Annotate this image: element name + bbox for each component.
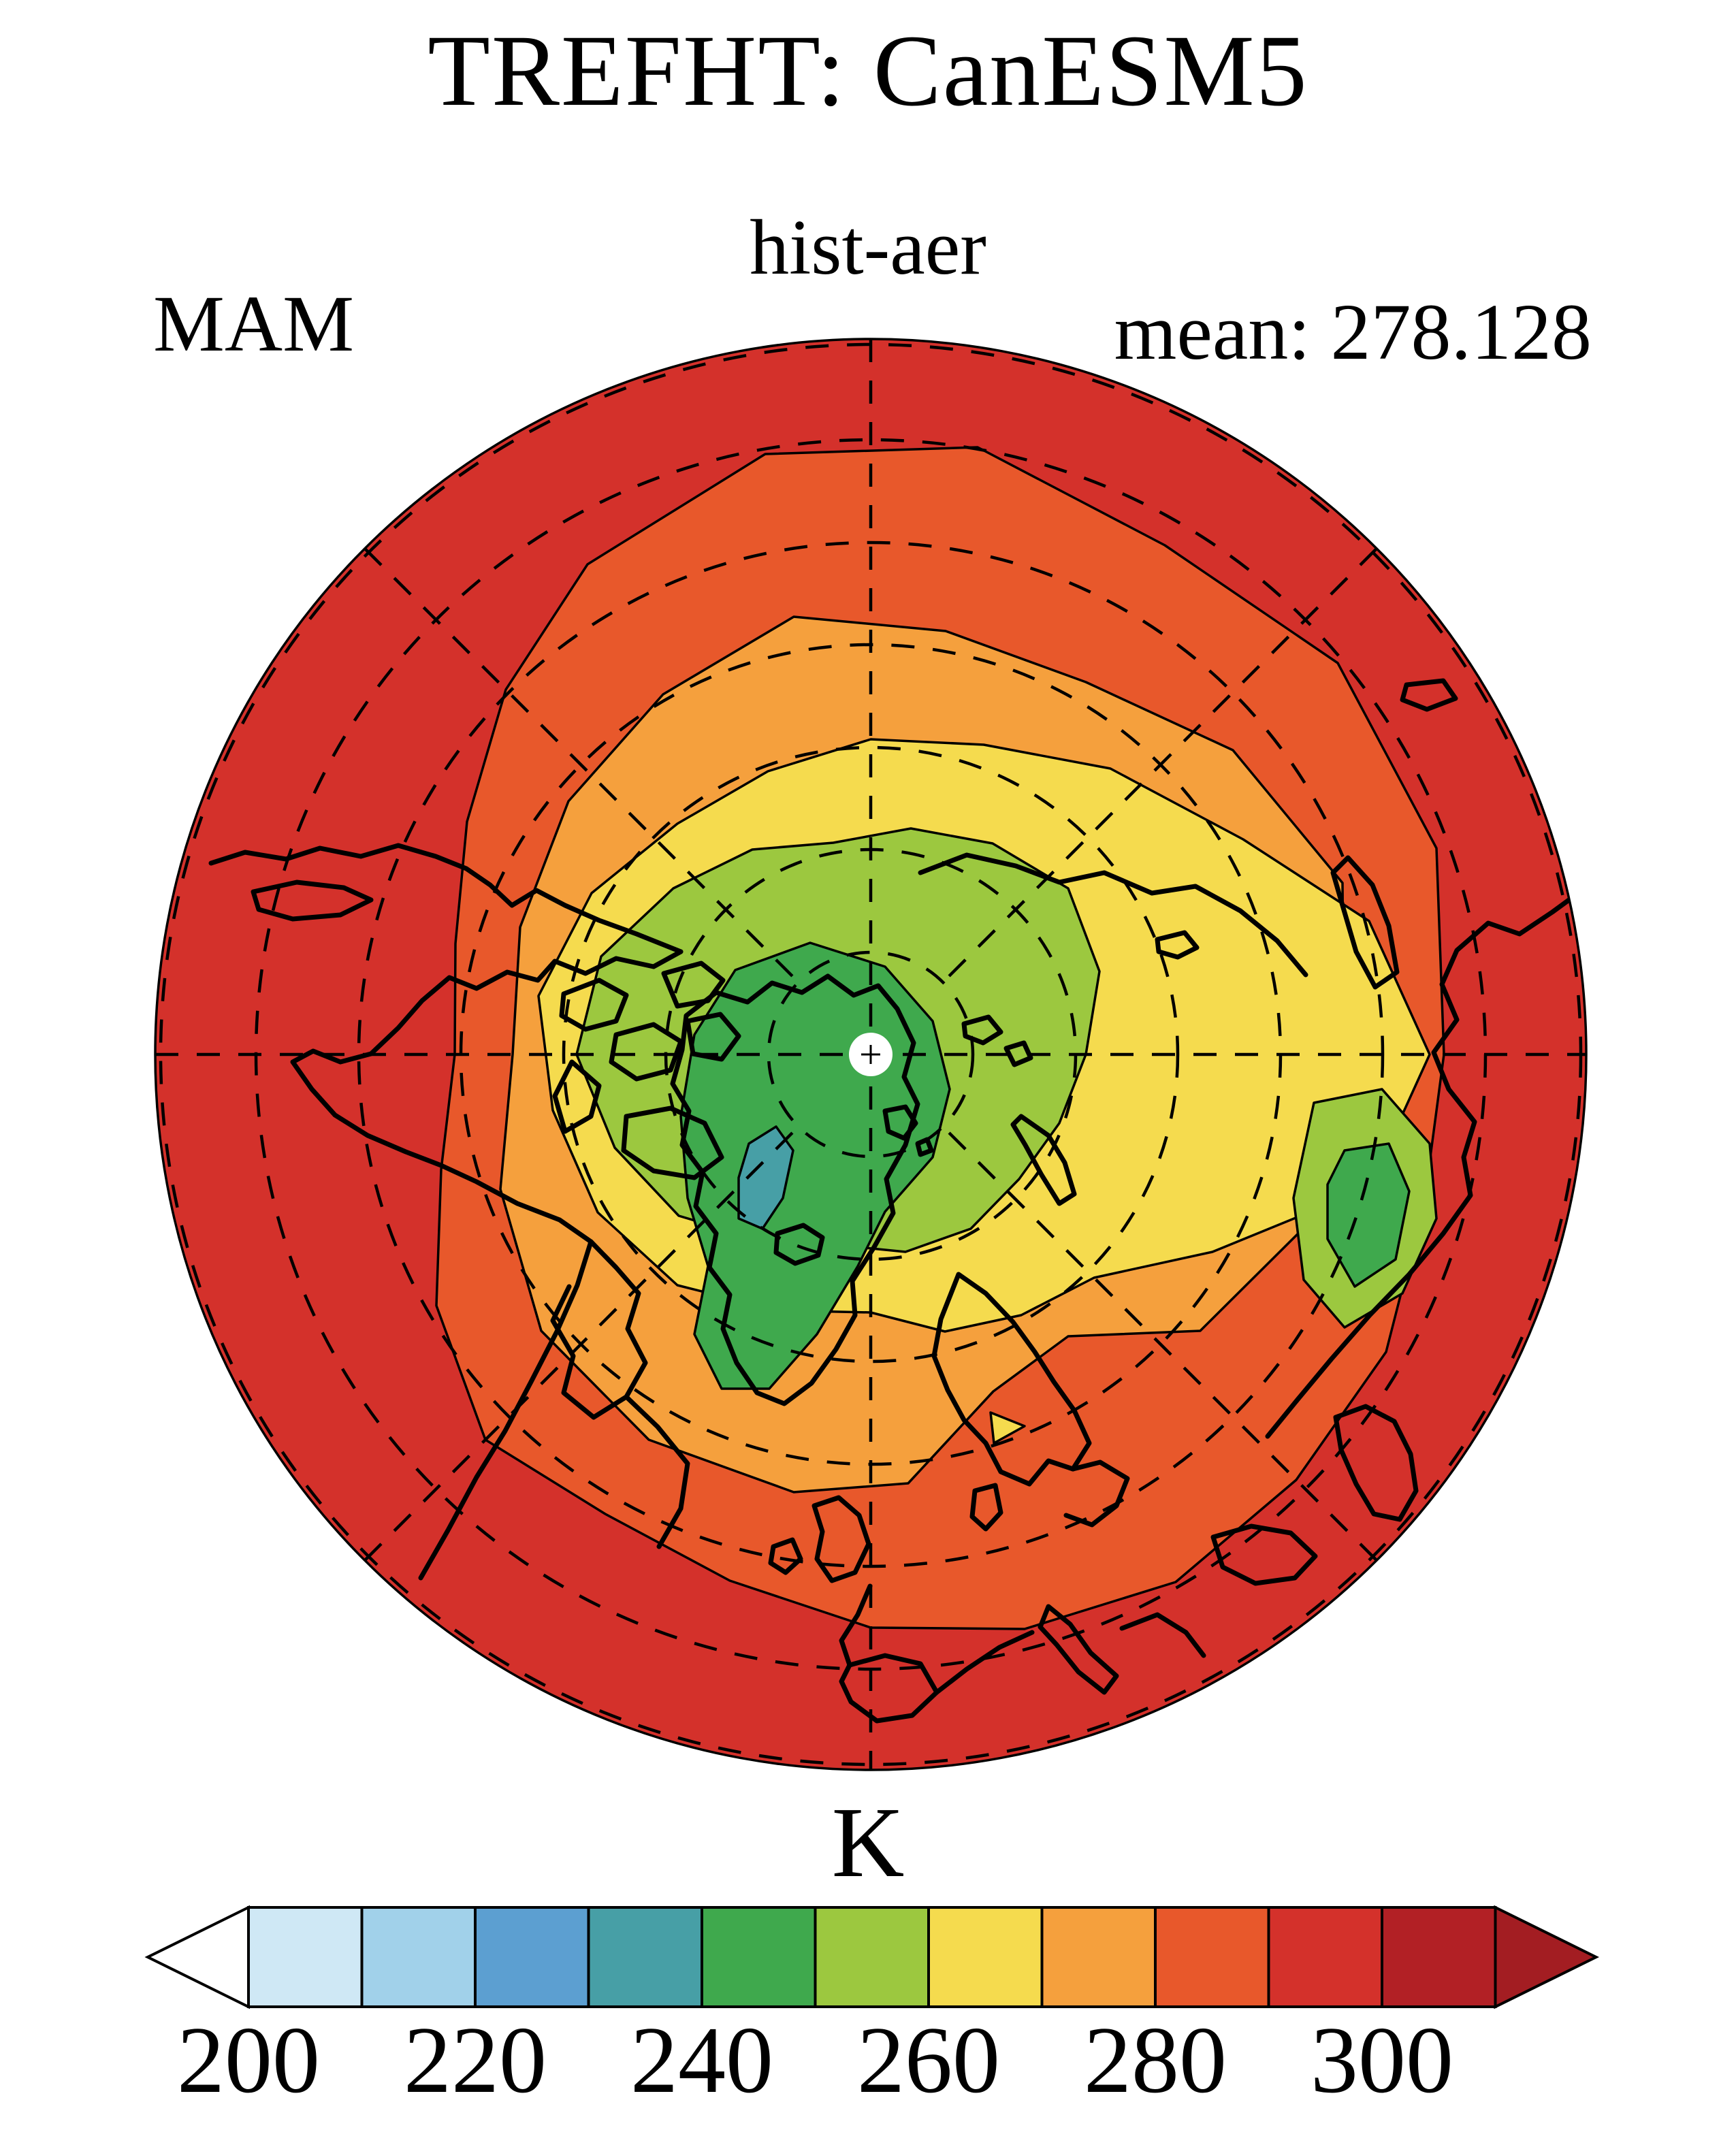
colorbar-title: K bbox=[831, 1787, 905, 1899]
colorbar-over-arrow bbox=[1494, 1905, 1600, 2010]
colorbar-box bbox=[1267, 1906, 1383, 2008]
map-boundary-circle bbox=[154, 338, 1588, 1771]
colorbar-tick-label: 260 bbox=[857, 2007, 1000, 2113]
band-240-250-east-core bbox=[1326, 1142, 1411, 1288]
colorbar-box bbox=[1154, 1906, 1270, 2008]
colorbar-box bbox=[247, 1906, 364, 2008]
colorbar-box bbox=[1040, 1906, 1157, 2008]
colorbar bbox=[144, 1905, 1600, 2010]
band-260-270-pocket bbox=[989, 1411, 1026, 1445]
band-230-240-patch bbox=[737, 1125, 794, 1230]
page-title: TREFHT: CanESM5 bbox=[428, 14, 1308, 127]
map-disc bbox=[155, 339, 1586, 1770]
colorbar-tick-label: 200 bbox=[177, 2007, 320, 2113]
experiment-subtitle: hist-aer bbox=[750, 204, 986, 291]
season-label: MAM bbox=[153, 279, 355, 368]
colorbar-box bbox=[587, 1906, 703, 2008]
colorbar-box bbox=[814, 1906, 930, 2008]
colorbar-tick-label: 240 bbox=[630, 2007, 773, 2113]
colorbar-tick-label: 280 bbox=[1084, 2007, 1227, 2113]
colorbar-box bbox=[360, 1906, 477, 2008]
colorbar-under-arrow bbox=[144, 1905, 250, 2010]
colorbar-box bbox=[927, 1906, 1044, 2008]
colorbar-box bbox=[701, 1906, 817, 2008]
coastlines bbox=[208, 678, 1586, 1724]
colorbar-box bbox=[1381, 1906, 1497, 2008]
mean-value-label: mean: 278.128 bbox=[1114, 287, 1592, 376]
colorbar-tick-label: 220 bbox=[404, 2007, 547, 2113]
pole-marker bbox=[849, 1033, 893, 1076]
colorbar-tick-label: 300 bbox=[1311, 2007, 1453, 2113]
colorbar-box bbox=[474, 1906, 590, 2008]
